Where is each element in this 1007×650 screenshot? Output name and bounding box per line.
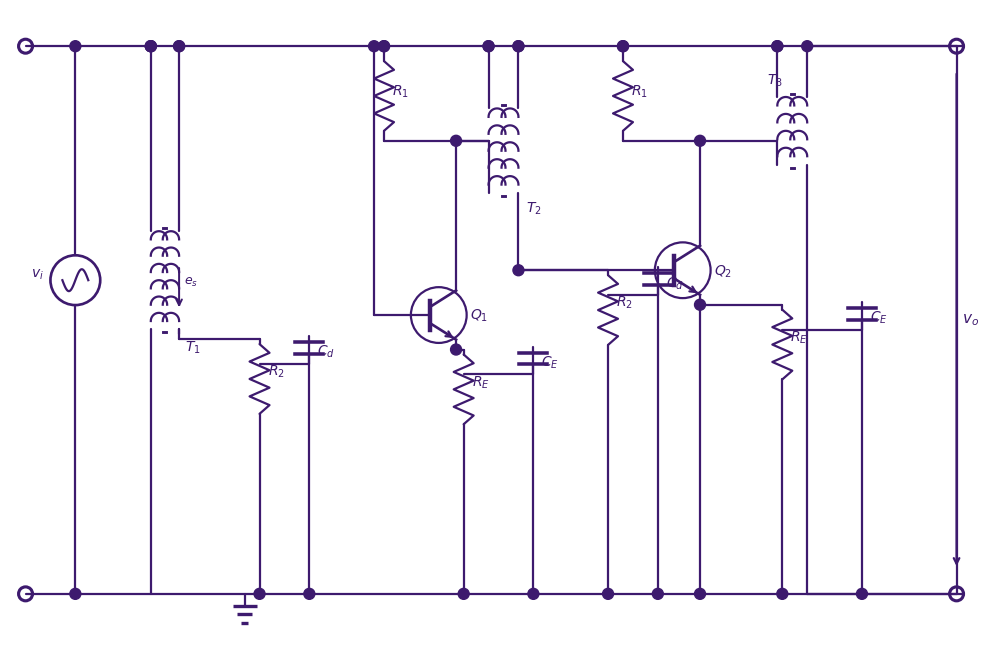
Circle shape <box>617 41 628 51</box>
Circle shape <box>857 588 867 599</box>
Circle shape <box>450 344 461 355</box>
Text: $C_E$: $C_E$ <box>542 354 559 371</box>
Circle shape <box>145 41 156 51</box>
Circle shape <box>695 299 706 310</box>
Circle shape <box>145 41 156 51</box>
Text: $C_d$: $C_d$ <box>317 344 335 361</box>
Circle shape <box>695 588 706 599</box>
Text: $R_1$: $R_1$ <box>392 84 409 100</box>
Circle shape <box>69 588 81 599</box>
Circle shape <box>771 41 782 51</box>
Text: $T_1$: $T_1$ <box>185 340 200 356</box>
Circle shape <box>483 41 494 51</box>
Circle shape <box>173 41 184 51</box>
Text: $C_E$: $C_E$ <box>870 309 888 326</box>
Text: $T_2$: $T_2$ <box>527 201 542 217</box>
Circle shape <box>513 41 524 51</box>
Text: $T_3$: $T_3$ <box>767 73 783 90</box>
Circle shape <box>304 588 315 599</box>
Circle shape <box>379 41 390 51</box>
Circle shape <box>369 41 380 51</box>
Circle shape <box>617 41 628 51</box>
Text: $R_E$: $R_E$ <box>471 374 489 391</box>
Text: $R_1$: $R_1$ <box>631 84 648 100</box>
Circle shape <box>483 41 494 51</box>
Text: $C_d$: $C_d$ <box>666 275 684 292</box>
Circle shape <box>776 588 787 599</box>
Text: $R_E$: $R_E$ <box>790 330 808 346</box>
Circle shape <box>771 41 782 51</box>
Circle shape <box>458 588 469 599</box>
Text: $v_o$: $v_o$ <box>962 312 979 328</box>
Text: $R_2$: $R_2$ <box>268 364 284 380</box>
Text: $v_i$: $v_i$ <box>30 267 43 281</box>
Circle shape <box>450 135 461 146</box>
Circle shape <box>173 41 184 51</box>
Circle shape <box>254 588 265 599</box>
Circle shape <box>513 265 524 276</box>
Circle shape <box>602 588 613 599</box>
Circle shape <box>69 41 81 51</box>
Circle shape <box>802 41 813 51</box>
Circle shape <box>379 41 390 51</box>
Text: $R_2$: $R_2$ <box>616 295 632 311</box>
Circle shape <box>528 588 539 599</box>
Text: $Q_2$: $Q_2$ <box>714 263 732 280</box>
Circle shape <box>653 588 664 599</box>
Text: $Q_1$: $Q_1$ <box>469 308 487 324</box>
Text: $e_s$: $e_s$ <box>184 276 198 289</box>
Circle shape <box>145 41 156 51</box>
Circle shape <box>513 41 524 51</box>
Circle shape <box>695 135 706 146</box>
